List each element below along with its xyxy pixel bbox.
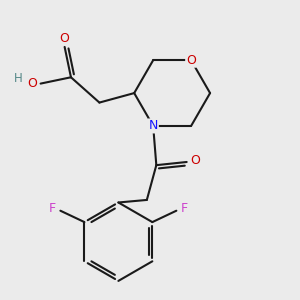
Text: O: O [190, 154, 200, 167]
Text: F: F [181, 202, 188, 215]
Text: O: O [186, 54, 196, 67]
Text: N: N [148, 119, 158, 132]
Text: O: O [60, 32, 70, 45]
Text: O: O [28, 77, 38, 90]
Text: H: H [14, 72, 23, 85]
Text: F: F [49, 202, 56, 215]
